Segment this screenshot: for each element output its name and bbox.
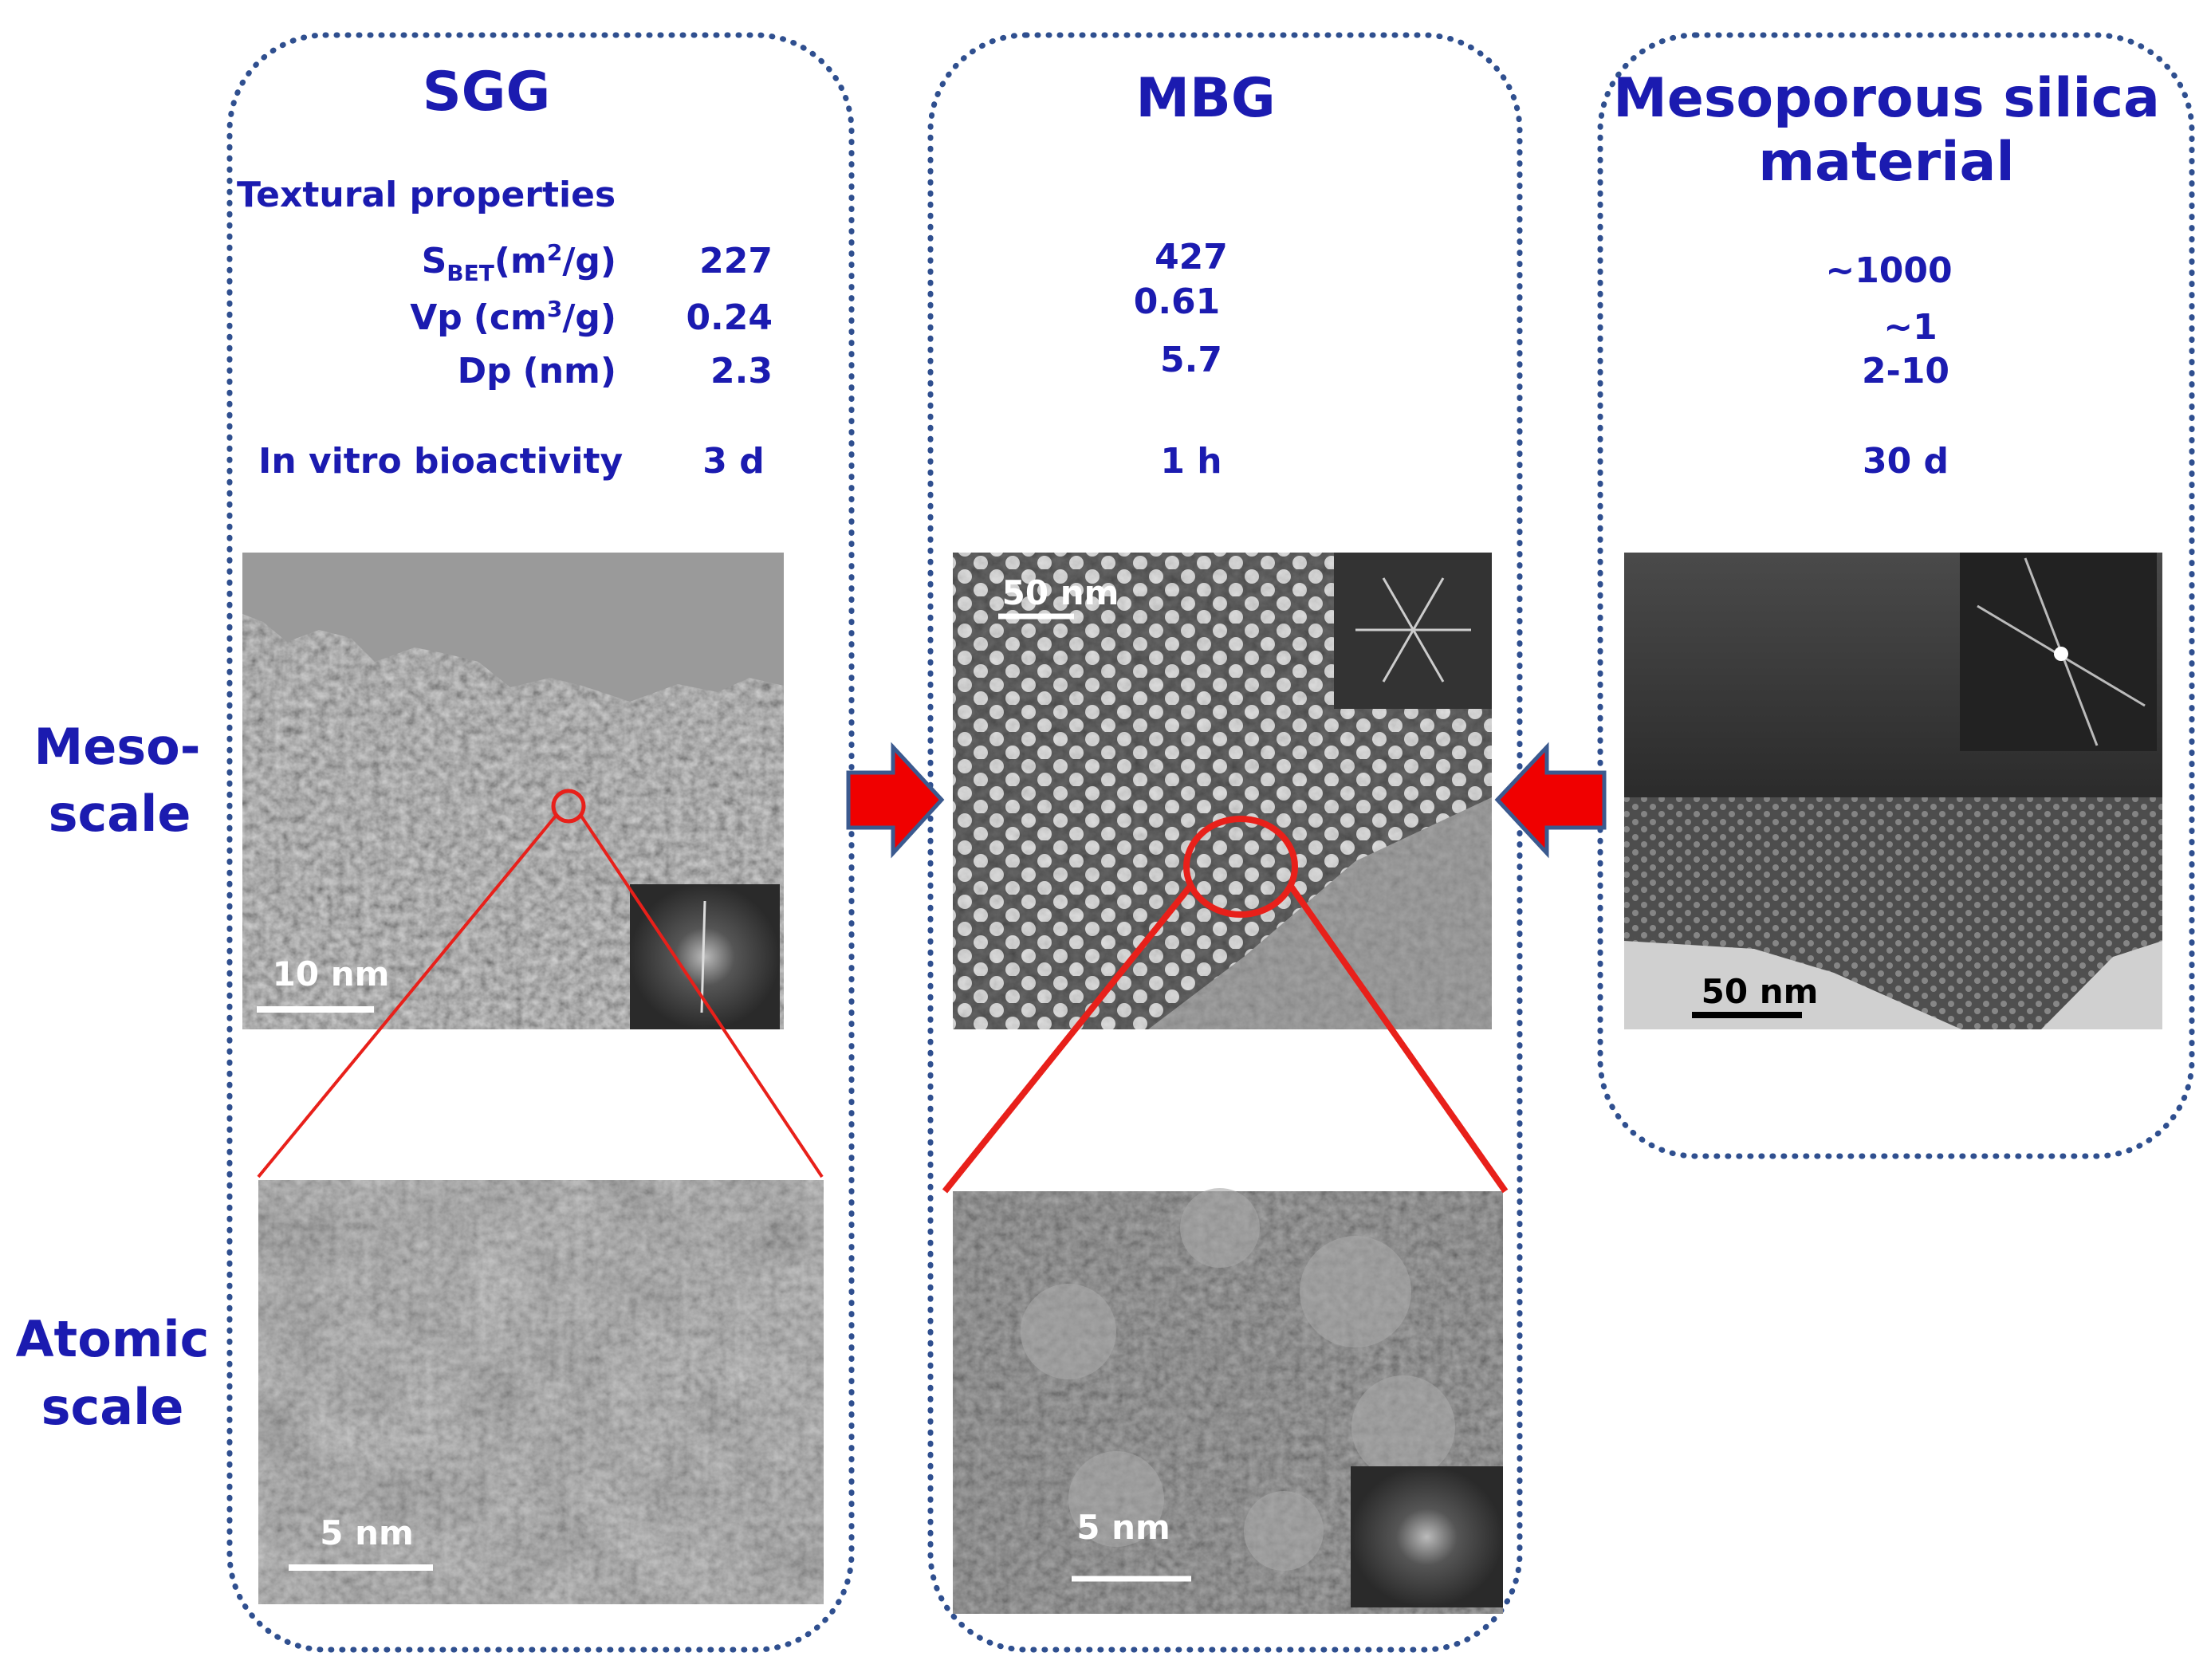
unit: (nm) — [523, 351, 616, 391]
scale-label: Meso- — [34, 718, 201, 776]
value: ~1 — [1883, 307, 1937, 348]
tem-image: 5 nm — [258, 1180, 824, 1604]
image-bg — [1624, 941, 2162, 1029]
symbol: Dp — [458, 351, 512, 391]
unit: (cm — [474, 297, 547, 338]
symbol: S — [422, 241, 447, 281]
scale-bar-label: 50 nm — [1702, 972, 1819, 1011]
value: 3 d — [702, 441, 764, 482]
textural-heading: Textural properties — [237, 175, 616, 215]
scale-label: scale — [41, 1378, 184, 1436]
image-noise — [258, 1180, 824, 1604]
value: 1 h — [1160, 441, 1222, 482]
tem-image: 10 nm — [242, 553, 784, 1029]
column-box — [1597, 32, 2195, 1159]
subscript: BET — [447, 260, 494, 286]
column-title: SGG — [423, 61, 551, 124]
scale-bar-label: 10 nm — [273, 954, 390, 993]
value: 227 — [699, 241, 773, 281]
column-title: Mesoporous silica — [1613, 67, 2160, 130]
pores — [1021, 1188, 1455, 1571]
unit: /g) — [562, 241, 616, 281]
scale-bar-label: 5 nm — [1076, 1508, 1170, 1547]
scale-label: Atomic — [16, 1310, 210, 1368]
superscript: 3 — [547, 296, 562, 322]
tem-image: 50 nm — [1624, 553, 2162, 1029]
arrow — [1494, 742, 1607, 859]
column-box — [927, 32, 1523, 1653]
property-label: Vp (cm3/g) — [410, 296, 616, 338]
scale-label: scale — [49, 785, 191, 843]
value: 5.7 — [1160, 340, 1222, 380]
scale-bar-label: 50 nm — [1002, 573, 1119, 612]
tem-image: 50 nm — [953, 553, 1492, 1029]
column-title: MBG — [1135, 67, 1275, 130]
value: 2.3 — [710, 351, 773, 391]
value: 30 d — [1863, 441, 1949, 482]
fft-pattern — [1977, 557, 2146, 746]
value: 427 — [1155, 237, 1228, 277]
unit: (m — [494, 241, 547, 281]
fft-streak — [700, 900, 706, 1013]
fft-inset — [1351, 1466, 1503, 1607]
bioactivity-label: In vitro bioactivity — [258, 441, 623, 482]
fft-pattern — [1355, 577, 1471, 683]
column-box — [226, 32, 855, 1653]
tem-image: 5 nm — [953, 1188, 1503, 1614]
value: 2-10 — [1862, 351, 1949, 391]
value: ~1000 — [1825, 250, 1952, 291]
zoom — [257, 789, 1509, 1194]
value: 0.24 — [686, 297, 773, 338]
unit: /g) — [562, 297, 616, 338]
symbol: Vp — [410, 297, 462, 338]
property-label: Dp (nm) — [458, 351, 616, 391]
image-bg — [242, 553, 784, 702]
column-title: material — [1758, 131, 2014, 194]
superscript: 2 — [547, 239, 562, 266]
value: 0.61 — [1134, 281, 1221, 322]
property-label: SBET(m2/g) — [422, 239, 616, 286]
arrow — [846, 742, 945, 859]
scale-bar-label: 5 nm — [320, 1513, 414, 1552]
